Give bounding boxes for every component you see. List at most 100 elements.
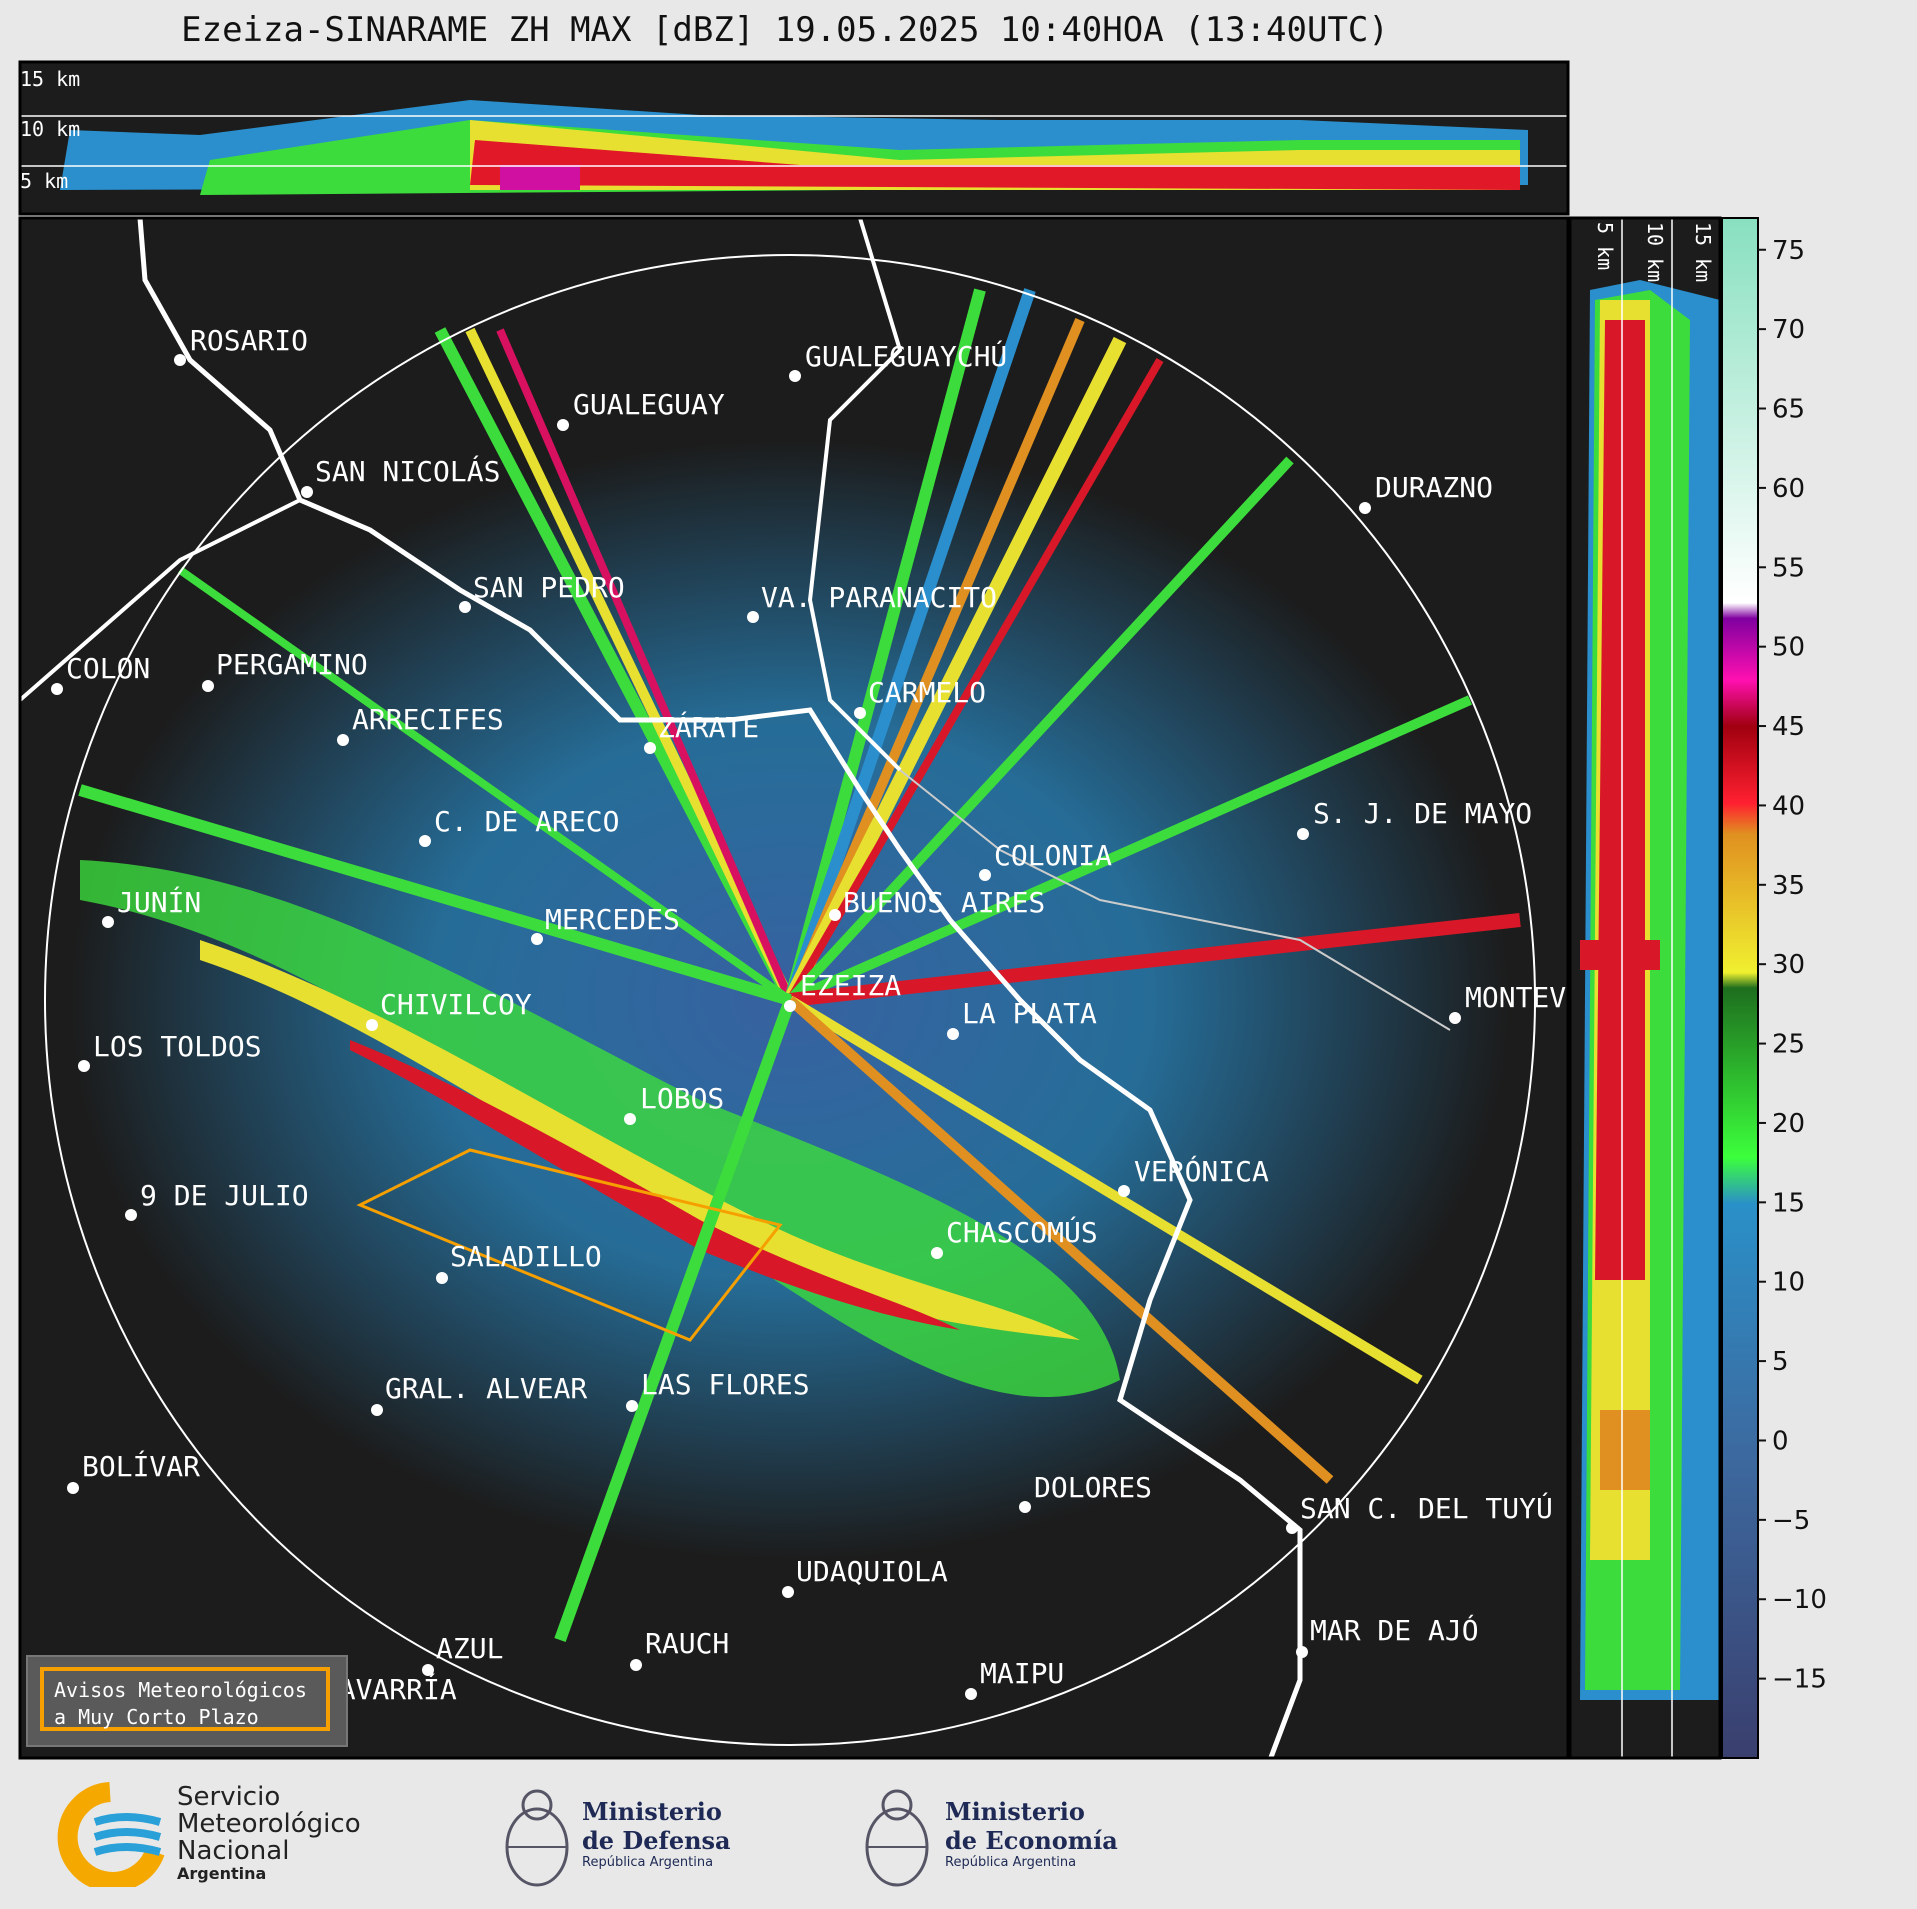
city-san-pedro: SAN PEDRO: [459, 571, 625, 613]
city-gral-alvear: GRAL. ALVEAR: [371, 1372, 587, 1416]
smn-line3: Nacional: [177, 1836, 290, 1866]
city-markers: ROSARIO GUALEGUAYCHÚ GUALEGUAY SAN NICOL…: [51, 324, 1566, 1716]
svg-text:DURAZNO: DURAZNO: [1375, 471, 1493, 504]
colorbar-tick-label: 40: [1772, 791, 1805, 821]
svg-text:MAR DE AJÓ: MAR DE AJÓ: [1310, 1613, 1479, 1647]
city-udaquiola: UDAQUIOLA: [782, 1555, 948, 1598]
svg-text:GUALEGUAYCHÚ: GUALEGUAYCHÚ: [805, 339, 1007, 373]
svg-text:BOLÍVAR: BOLÍVAR: [82, 1449, 200, 1483]
colorbar-tick-label: 15: [1772, 1188, 1805, 1218]
city-las-flores: LAS FLORES: [626, 1368, 810, 1412]
top-label-10km: 10 km: [20, 117, 80, 141]
legend-line1: Avisos Meteorológicos: [54, 1678, 307, 1702]
city-mercedes: MERCEDES: [531, 903, 680, 945]
city-buenos-aires: BUENOS AIRES: [829, 886, 1045, 921]
city-colonia: COLONIA: [979, 839, 1112, 881]
defensa-logo: Ministerio de Defensa República Argentin…: [492, 1775, 752, 1895]
city-arrecifes: ARRECIFES: [337, 703, 504, 746]
colorbar-tick-label: −15: [1772, 1665, 1827, 1695]
svg-text:SALADILLO: SALADILLO: [450, 1240, 602, 1273]
svg-text:C. DE ARECO: C. DE ARECO: [434, 805, 619, 838]
colorbar-tick-label: −10: [1772, 1585, 1827, 1615]
city-junin: JUNÍN: [102, 885, 201, 928]
warning-polygon: [356, 1148, 783, 1342]
city-dolores: DOLORES: [1019, 1471, 1152, 1513]
city-la-plata: LA PLATA: [947, 997, 1097, 1040]
city-bolivar: BOLÍVAR: [67, 1449, 200, 1494]
colorbar-tick-label: 65: [1772, 395, 1805, 425]
side-label-10km: 10 km: [1643, 222, 1667, 282]
coat-of-arms-icon: [865, 1789, 929, 1887]
svg-text:ZÁRATE: ZÁRATE: [658, 710, 759, 744]
colorbar-tick-label: 0: [1772, 1426, 1789, 1456]
legend-line2: a Muy Corto Plazo: [54, 1705, 259, 1729]
svg-text:PERGAMINO: PERGAMINO: [216, 648, 368, 681]
city-chascomus: CHASCOMÚS: [931, 1215, 1098, 1259]
city-saladillo: SALADILLO: [436, 1240, 602, 1284]
radar-rays: [78, 288, 1521, 1643]
colorbar-tick-label: 60: [1772, 474, 1805, 504]
red-core: [350, 1040, 960, 1330]
city-rosario: ROSARIO: [174, 324, 308, 366]
top-cross-section: 15 km 10 km 5 km: [18, 60, 1570, 216]
side-cross-section: 5 km 10 km 15 km: [1568, 216, 1722, 1760]
svg-text:CHIVILCOY: CHIVILCOY: [380, 988, 532, 1021]
colorbar-tick-label: 75: [1772, 236, 1805, 266]
map-title: Ezeiza-SINARAME ZH MAX [dBZ] 19.05.2025 …: [181, 10, 1389, 50]
city-sj-de-mayo: S. J. DE MAYO: [1297, 797, 1532, 840]
coat-of-arms-icon: [505, 1789, 569, 1887]
smn-logo-icon: [57, 1782, 165, 1887]
colorbar-tick-label: 45: [1772, 712, 1805, 742]
svg-text:S. J. DE MAYO: S. J. DE MAYO: [1313, 797, 1532, 830]
city-maipu: MAIPU: [965, 1657, 1064, 1700]
svg-text:GRAL. ALVEAR: GRAL. ALVEAR: [385, 1372, 587, 1405]
svg-text:LOBOS: LOBOS: [640, 1082, 724, 1115]
svg-text:CHASCOMÚS: CHASCOMÚS: [946, 1215, 1098, 1249]
svg-text:SAN NICOLÁS: SAN NICOLÁS: [315, 454, 500, 488]
city-mar-de-ajo: MAR DE AJÓ: [1296, 1613, 1479, 1658]
svg-text:UDAQUIOLA: UDAQUIOLA: [796, 1555, 948, 1588]
city-pergamino: PERGAMINO: [202, 648, 368, 692]
svg-text:VERÓNICA: VERÓNICA: [1134, 1154, 1269, 1188]
colorbar-tick-label: −5: [1772, 1506, 1810, 1536]
svg-text:BUENOS AIRES: BUENOS AIRES: [843, 886, 1045, 919]
defensa-line1: Ministerio: [582, 1797, 722, 1826]
svg-text:ARRECIFES: ARRECIFES: [352, 703, 504, 736]
city-carmelo: CARMELO: [854, 676, 986, 719]
city-montevideo: MONTEV: [1449, 981, 1566, 1024]
yellow-band: [200, 940, 1080, 1340]
side-label-5km: 5 km: [1593, 222, 1617, 270]
defensa-line3: República Argentina: [582, 1855, 714, 1870]
city-san-c-del-tuyu: SAN C. DEL TUYÚ: [1286, 1491, 1553, 1534]
colorbar-tick-label: 35: [1772, 871, 1805, 901]
city-lobos: LOBOS: [624, 1082, 724, 1125]
svg-text:RAUCH: RAUCH: [645, 1627, 729, 1660]
colorbar-tick-label: 70: [1772, 315, 1805, 345]
svg-text:ROSARIO: ROSARIO: [190, 324, 308, 357]
svg-text:CARMELO: CARMELO: [868, 676, 986, 709]
svg-text:COLONIA: COLONIA: [994, 839, 1112, 872]
smn-logo: Servicio Meteorológico Nacional Argentin…: [55, 1782, 385, 1887]
city-veronica: VERÓNICA: [1118, 1154, 1269, 1197]
colorbar-tick-label: 55: [1772, 553, 1805, 583]
city-va-paranacito: VA. PARANACITO: [747, 581, 997, 623]
city-chivilcoy: CHIVILCOY: [366, 988, 532, 1031]
colorbar-tick-label: 20: [1772, 1109, 1805, 1139]
smn-line1: Servicio: [177, 1782, 281, 1812]
city-zarate: ZÁRATE: [644, 710, 759, 754]
svg-text:COLON: COLON: [66, 652, 150, 685]
city-san-nicolas: SAN NICOLÁS: [301, 454, 500, 498]
svg-text:EZEIZA: EZEIZA: [800, 969, 901, 1002]
economia-line2: de Economía: [945, 1826, 1118, 1855]
side-label-15km: 15 km: [1691, 222, 1715, 282]
top-label-15km: 15 km: [20, 67, 80, 91]
svg-text:JUNÍN: JUNÍN: [117, 885, 201, 919]
svg-text:DOLORES: DOLORES: [1034, 1471, 1152, 1504]
svg-text:LA PLATA: LA PLATA: [962, 997, 1097, 1030]
city-rauch: RAUCH: [630, 1627, 729, 1671]
city-c-de-areco: C. DE ARECO: [419, 805, 619, 847]
svg-text:VA. PARANACITO: VA. PARANACITO: [761, 581, 997, 614]
svg-text:MAIPU: MAIPU: [980, 1657, 1064, 1690]
